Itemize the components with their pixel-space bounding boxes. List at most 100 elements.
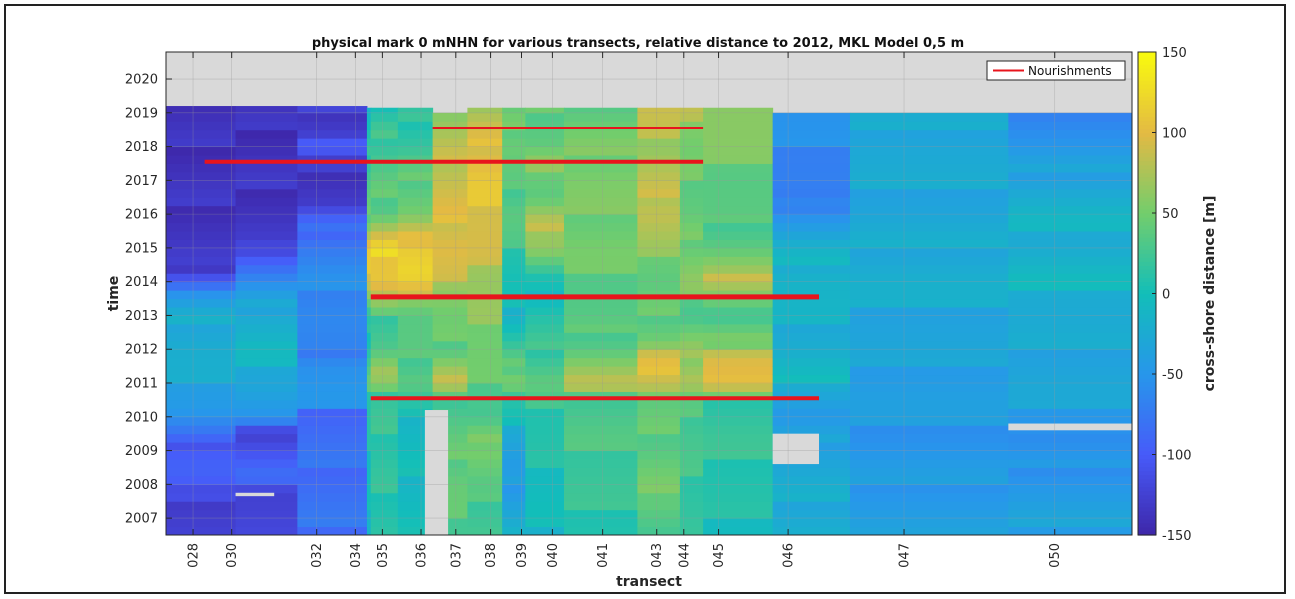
heatmap-cell-050 (1008, 467, 1133, 477)
heatmap-cell-028 (166, 146, 237, 156)
heatmap-cell-032 (297, 399, 368, 409)
colorbar-segment (1138, 156, 1156, 162)
heatmap-cell-047 (849, 307, 1009, 316)
colorbar-segment (1138, 301, 1156, 307)
heatmap-cell-046 (772, 138, 851, 148)
heatmap-cell-043 (637, 256, 681, 266)
heatmap-cell-050 (1008, 408, 1133, 418)
heatmap-cell-044 (679, 180, 704, 190)
heatmap-cell-037 (432, 129, 468, 139)
colorbar-segment (1138, 164, 1156, 170)
heatmap-cell-041 (563, 231, 638, 240)
heatmap-cell-039 (502, 357, 526, 367)
heatmap-cell-032 (297, 214, 368, 224)
heatmap-cell-038 (467, 171, 503, 181)
heatmap-cell-046 (772, 155, 851, 164)
heatmap-cell-040 (525, 357, 565, 367)
heatmap-cell-032 (297, 247, 368, 257)
heatmap-cell-046 (772, 121, 851, 131)
colorbar-segment (1138, 160, 1156, 166)
heatmap-cell-030 (235, 256, 298, 266)
heatmap-cell-040 (525, 323, 565, 333)
colorbar-segment (1138, 108, 1156, 113)
heatmap-cell-036 (397, 298, 434, 308)
heatmap-cell-034 (366, 526, 372, 536)
legend[interactable]: Nourishments (986, 60, 1126, 81)
heatmap-cell-040 (525, 247, 565, 257)
colorbar-segment (1138, 357, 1156, 363)
heatmap-cell-028 (166, 526, 237, 536)
heatmap-cell-038 (467, 155, 503, 164)
colorbar-ticks: 150 100 50 0 -50 -100 -150 (1152, 46, 1192, 544)
heatmap-cell-047 (849, 518, 1009, 528)
heatmap-cell-040 (525, 425, 565, 435)
heatmap-cell-036 (397, 332, 434, 342)
colorbar-segment (1138, 518, 1156, 524)
colorbar-segment (1138, 84, 1156, 89)
colorbar-segment (1138, 482, 1156, 488)
heatmap-cell-046 (772, 399, 851, 409)
heatmap-cell-030 (235, 155, 298, 164)
heatmap-cell-044 (679, 383, 704, 392)
heatmap-cell-039 (502, 501, 526, 511)
heatmap-cell-046 (772, 264, 851, 274)
heatmap-cell-045 (703, 383, 774, 392)
heatmap-cell-043 (637, 138, 681, 148)
colorbar-segment (1138, 442, 1156, 448)
colorbar-segment (1138, 333, 1156, 339)
heatmap-cell-050 (1008, 205, 1133, 215)
x-tick-label: 034 (349, 543, 364, 568)
heatmap-cell-028 (166, 518, 237, 528)
heatmap-cell-030 (235, 450, 298, 460)
heatmap-cell-039 (502, 416, 526, 426)
heatmap-cell-050 (1008, 484, 1133, 494)
heatmap-cell-045 (703, 138, 774, 148)
heatmap-cell-041 (563, 171, 638, 181)
heatmap-cell-045 (703, 526, 774, 536)
heatmap-cell-036 (397, 107, 434, 114)
heatmap-cell-028 (166, 222, 237, 232)
missing-data-blocks (235, 410, 1132, 535)
colorbar-segment (1138, 176, 1156, 182)
heatmap-cell-043 (637, 298, 681, 308)
heatmap-cell-039 (502, 374, 526, 384)
heatmap-cell-040 (525, 475, 565, 485)
heatmap-cell-044 (679, 408, 704, 418)
heatmap-cell-043 (637, 526, 681, 536)
heatmap-cell-030 (235, 509, 298, 519)
heatmap-cell-040 (525, 298, 565, 308)
heatmap-cell-038 (467, 231, 503, 240)
heatmap-cell-034 (366, 180, 372, 190)
heatmap-cell-040 (525, 222, 565, 232)
heatmap-cell-045 (703, 509, 774, 519)
colorbar-segment (1138, 329, 1156, 335)
heatmap-cell-034 (366, 222, 372, 232)
heatmap-cell-046 (772, 332, 851, 342)
colorbar-segment (1138, 241, 1156, 246)
heatmap-cell-044 (679, 231, 704, 240)
heatmap-cell-037 (432, 475, 468, 485)
heatmap-cell-037 (432, 408, 468, 418)
heatmap-cell-036 (397, 383, 434, 392)
heatmap-cell-046 (772, 501, 851, 511)
heatmap-cell-036 (397, 433, 434, 443)
heatmap-cell-038 (467, 518, 503, 528)
heatmap-cell-036 (397, 509, 434, 519)
heatmap-cell-037 (432, 467, 468, 477)
heatmap-cell-039 (502, 146, 526, 156)
heatmap-cell-040 (525, 155, 565, 164)
colorbar-segment (1138, 92, 1156, 97)
heatmap-cell-030 (235, 298, 298, 308)
heatmap-cell-047 (849, 273, 1009, 283)
heatmap-cell-032 (297, 222, 368, 232)
heatmap-cell-050 (1008, 433, 1133, 443)
x-tick-label: 030 (225, 543, 240, 568)
heatmap-cell-030 (235, 129, 298, 139)
heatmap-cell-032 (297, 349, 368, 359)
y-tick-label: 2014 (125, 275, 158, 290)
heatmap-cell-045 (703, 121, 774, 131)
heatmap-cell-035 (370, 509, 399, 519)
heatmap-cell-034 (366, 197, 372, 207)
x-tick-label: 043 (650, 543, 665, 568)
colorbar-segment (1138, 285, 1156, 291)
